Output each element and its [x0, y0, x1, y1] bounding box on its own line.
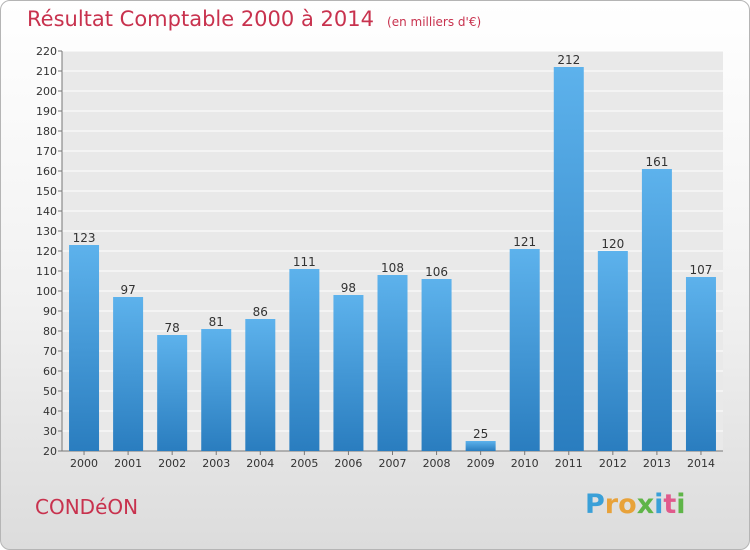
x-tick-label: 2003: [202, 457, 230, 470]
y-tick-label: 130: [36, 225, 57, 238]
y-tick-label: 90: [43, 305, 57, 318]
value-label: 123: [73, 231, 96, 245]
value-label: 111: [293, 255, 316, 269]
x-tick-label: 2008: [423, 457, 451, 470]
y-tick-label: 170: [36, 145, 57, 158]
y-tick-label: 60: [43, 365, 57, 378]
x-tick-label: 2000: [70, 457, 98, 470]
value-label: 86: [253, 305, 268, 319]
value-label: 120: [601, 237, 624, 251]
bar: [113, 297, 144, 451]
bar: [69, 245, 100, 451]
x-tick-label: 2006: [334, 457, 362, 470]
bar: [685, 277, 716, 451]
bar: [421, 279, 452, 451]
x-tick-label: 2009: [467, 457, 495, 470]
y-tick-label: 200: [36, 85, 57, 98]
y-tick-label: 30: [43, 425, 57, 438]
x-tick-label: 2013: [643, 457, 671, 470]
bar: [289, 269, 320, 451]
x-tick-label: 2012: [599, 457, 627, 470]
y-tick-label: 120: [36, 245, 57, 258]
bar: [377, 275, 408, 451]
y-tick-label: 40: [43, 405, 57, 418]
value-label: 106: [425, 265, 448, 279]
y-tick-label: 20: [43, 445, 57, 458]
y-tick-label: 180: [36, 125, 57, 138]
logo-letter: o: [618, 489, 637, 520]
x-tick-label: 2004: [246, 457, 274, 470]
bar: [465, 441, 496, 451]
y-tick-label: 70: [43, 345, 57, 358]
x-tick-label: 2014: [687, 457, 715, 470]
value-label: 107: [690, 263, 713, 277]
bar: [333, 295, 364, 451]
chart-unit: (en milliers d'€): [387, 15, 482, 29]
bar: [509, 249, 540, 451]
y-tick-label: 220: [36, 45, 57, 58]
x-tick-label: 2011: [555, 457, 583, 470]
logo-letter: t: [663, 489, 677, 520]
y-tick-label: 80: [43, 325, 57, 338]
y-tick-label: 160: [36, 165, 57, 178]
y-tick-label: 210: [36, 65, 57, 78]
y-tick-label: 50: [43, 385, 57, 398]
chart-title: Résultat Comptable 2000 à 2014: [27, 7, 374, 31]
value-label: 108: [381, 261, 404, 275]
y-tick-label: 100: [36, 285, 57, 298]
value-label: 212: [557, 53, 580, 67]
value-label: 97: [120, 283, 135, 297]
logo-letter: P: [585, 489, 605, 520]
value-label: 81: [209, 315, 224, 329]
bar: [597, 251, 628, 451]
value-label: 78: [165, 321, 180, 335]
y-tick-label: 150: [36, 185, 57, 198]
logo-letter: i: [676, 489, 686, 520]
value-label: 98: [341, 281, 356, 295]
bar: [201, 329, 232, 451]
bar: [553, 67, 584, 451]
y-tick-label: 140: [36, 205, 57, 218]
logo-letter: x: [636, 489, 655, 520]
bar: [641, 169, 672, 451]
x-tick-label: 2010: [511, 457, 539, 470]
x-tick-label: 2002: [158, 457, 186, 470]
title-row: Résultat Comptable 2000 à 2014 (en milli…: [27, 7, 481, 31]
y-tick-label: 110: [36, 265, 57, 278]
bar: [157, 335, 188, 451]
value-label: 25: [473, 427, 488, 441]
logo-letter: i: [654, 489, 664, 520]
commune-name: CONDéON: [35, 495, 139, 519]
value-label: 121: [513, 235, 536, 249]
logo-letter: r: [604, 489, 619, 520]
x-tick-label: 2007: [379, 457, 407, 470]
x-tick-label: 2005: [290, 457, 318, 470]
proxiti-logo[interactable]: Proxiti: [585, 489, 686, 520]
x-tick-label: 2001: [114, 457, 142, 470]
bar: [245, 319, 276, 451]
value-label: 161: [645, 155, 668, 169]
y-tick-label: 190: [36, 105, 57, 118]
